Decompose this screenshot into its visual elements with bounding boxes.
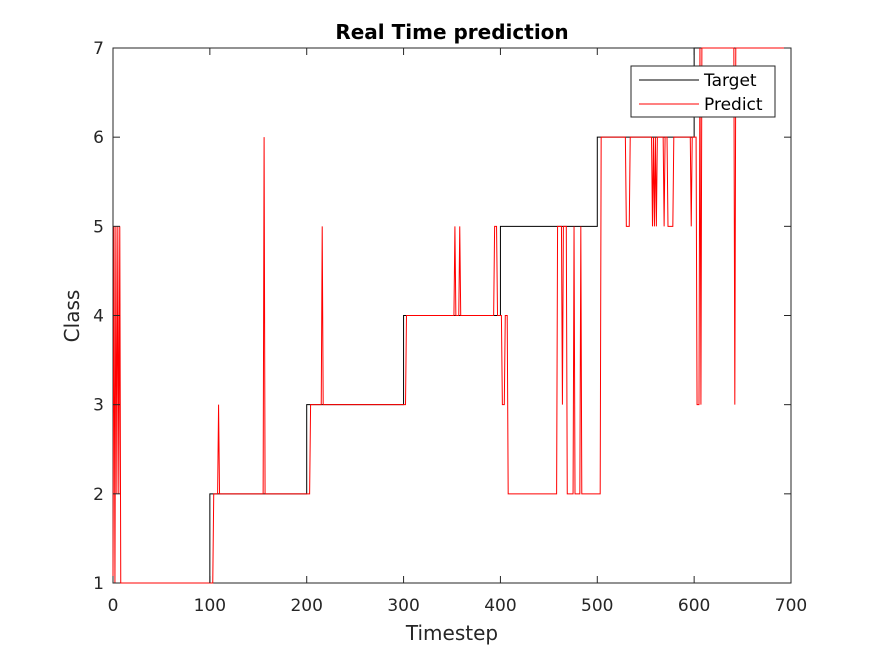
y-tick-label: 1	[93, 574, 104, 594]
series-line-predict	[112, 47, 791, 584]
y-axis-label: Class	[60, 290, 84, 343]
y-tick-label: 6	[93, 128, 104, 148]
legend-label-predict: Predict	[704, 95, 763, 115]
y-tick-label: 4	[93, 307, 104, 327]
x-tick-label: 600	[678, 596, 710, 616]
x-tick-label: 500	[581, 596, 613, 616]
tick-layer: 0 100 200 300 400 500 600 700 1 2 3 4 5 6 7	[93, 39, 807, 616]
y-tick-label: 2	[93, 485, 104, 505]
y-tick-label: 7	[93, 39, 104, 59]
y-tick-label: 5	[93, 217, 104, 237]
legend-box	[630, 65, 776, 118]
plot-area: 0 100 200 300 400 500 600 700 1 2 3 4 5 6 7	[93, 39, 807, 616]
legend-label-target: Target	[703, 71, 757, 91]
series-layer	[112, 47, 791, 584]
x-tick-label: 200	[290, 596, 322, 616]
x-tick-label: 0	[108, 596, 119, 616]
x-tick-label: 100	[194, 596, 226, 616]
legend: Target Predict	[630, 65, 776, 118]
chart-title: Real Time prediction	[335, 20, 568, 44]
x-tick-label: 300	[387, 596, 419, 616]
y-tick-label: 3	[93, 396, 104, 416]
x-tick-label: 400	[484, 596, 516, 616]
x-tick-label: 700	[775, 596, 807, 616]
x-axis-label: Timestep	[405, 621, 498, 645]
